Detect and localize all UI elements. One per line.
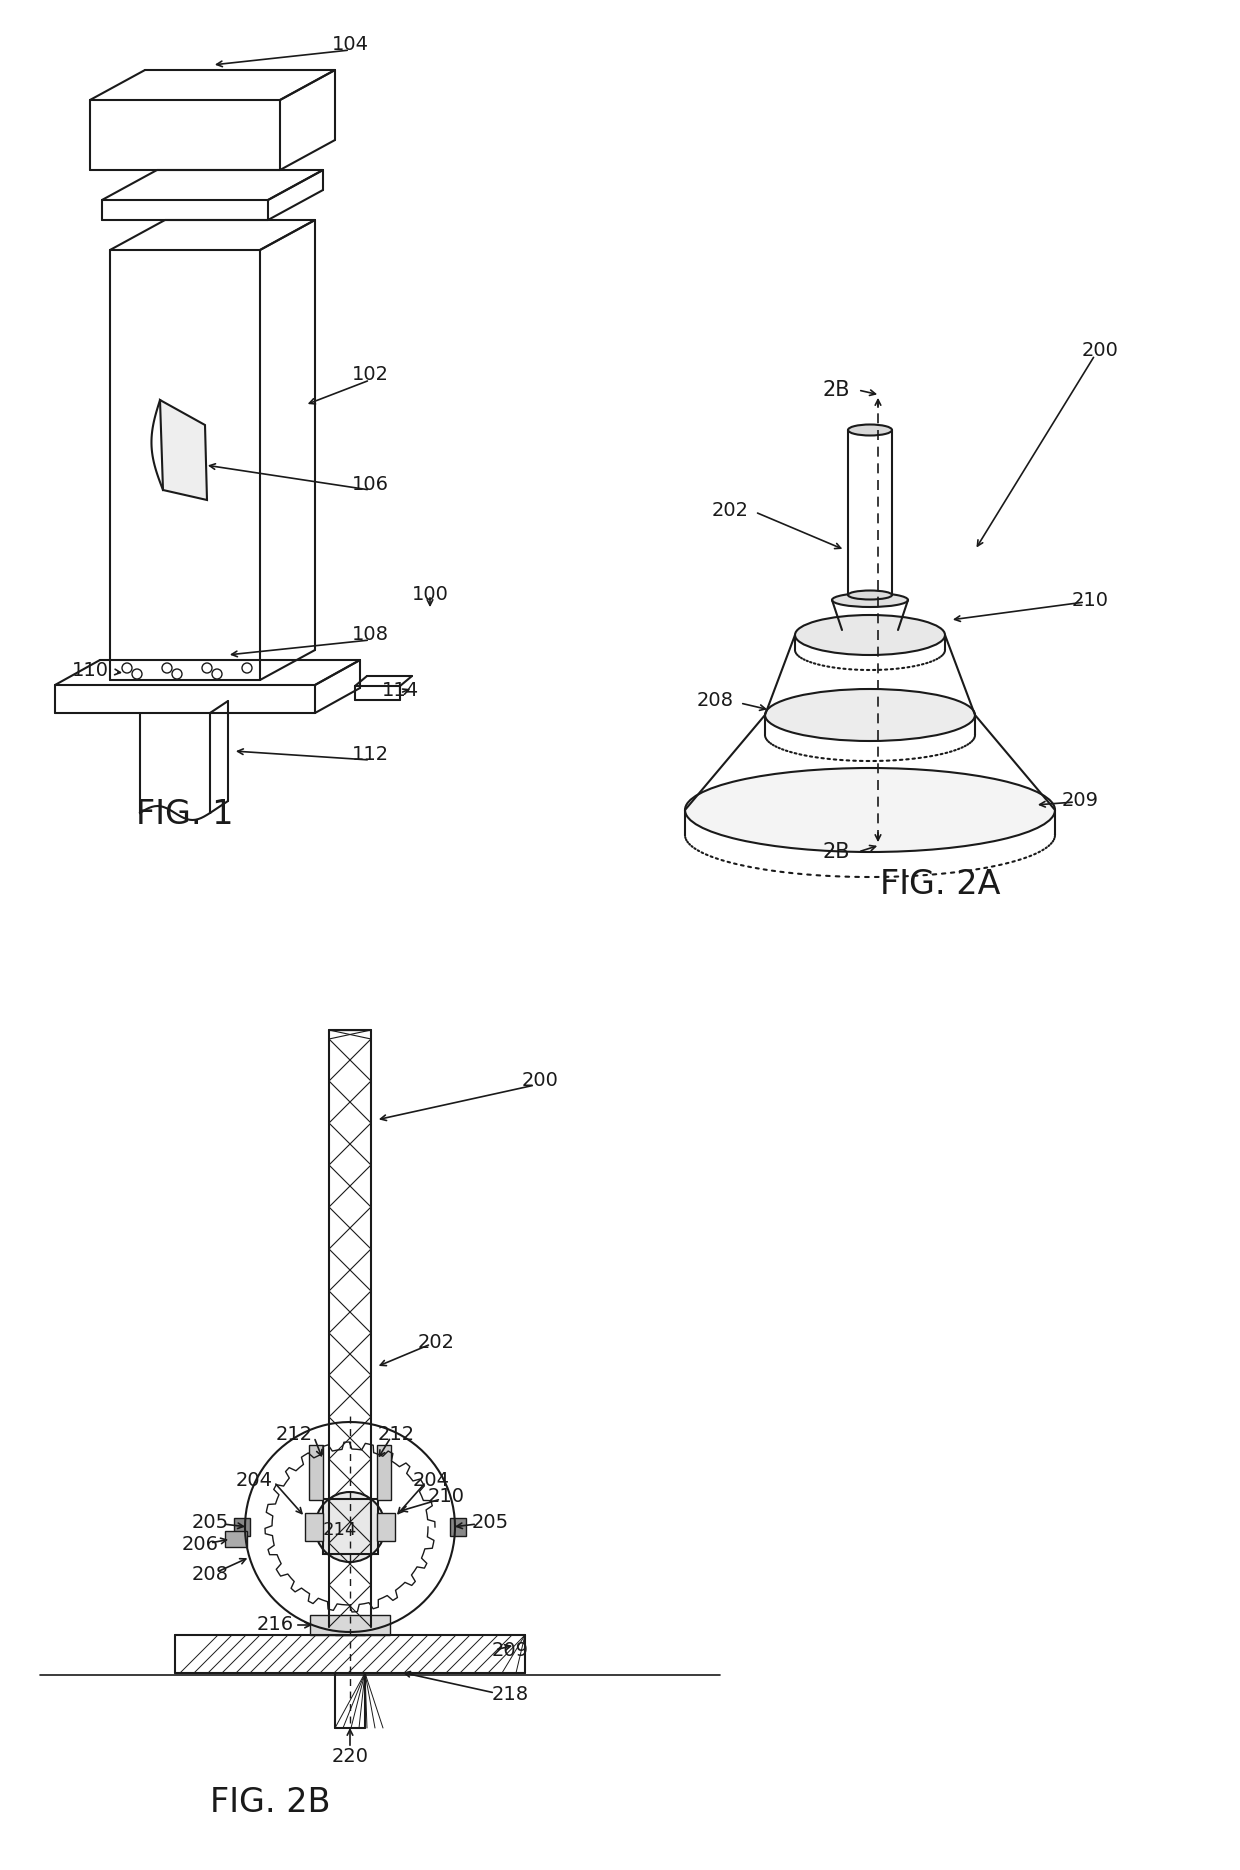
Text: 104: 104 — [331, 36, 368, 54]
Text: 204: 204 — [236, 1470, 273, 1490]
Text: 212: 212 — [377, 1425, 414, 1444]
Text: 216: 216 — [257, 1616, 294, 1634]
Circle shape — [315, 1492, 384, 1561]
Bar — [305, 1513, 322, 1541]
Text: FIG. 2B: FIG. 2B — [210, 1786, 330, 1820]
Bar — [335, 1627, 365, 1634]
Ellipse shape — [848, 424, 892, 436]
Text: 100: 100 — [412, 585, 449, 604]
Text: FIG. 2A: FIG. 2A — [879, 868, 1001, 901]
Text: 202: 202 — [712, 501, 749, 520]
Text: 208: 208 — [697, 690, 734, 709]
Text: 204: 204 — [413, 1470, 449, 1490]
Bar — [310, 1616, 391, 1634]
Polygon shape — [160, 400, 207, 499]
Text: 112: 112 — [351, 746, 388, 765]
Text: 200: 200 — [522, 1070, 558, 1090]
Bar — [450, 1518, 466, 1535]
Bar — [377, 1513, 396, 1541]
Text: 210: 210 — [1071, 591, 1109, 610]
Text: 202: 202 — [418, 1333, 455, 1352]
Text: 102: 102 — [351, 365, 388, 385]
Text: 205: 205 — [191, 1513, 228, 1532]
Text: 206: 206 — [181, 1535, 218, 1554]
Text: 205: 205 — [471, 1513, 508, 1532]
Bar — [322, 1500, 378, 1554]
Text: FIG. 1: FIG. 1 — [136, 798, 234, 832]
Text: 209: 209 — [491, 1640, 528, 1659]
Bar — [309, 1446, 322, 1500]
Bar — [377, 1446, 391, 1500]
Text: 114: 114 — [382, 681, 419, 699]
Ellipse shape — [684, 769, 1055, 853]
Text: 218: 218 — [491, 1685, 528, 1704]
Text: 209: 209 — [1061, 791, 1099, 810]
Text: 110: 110 — [72, 660, 109, 679]
Text: 220: 220 — [331, 1747, 368, 1765]
Ellipse shape — [795, 615, 945, 654]
Text: 108: 108 — [351, 625, 388, 645]
Text: 210: 210 — [428, 1487, 465, 1507]
Ellipse shape — [848, 591, 892, 600]
Text: 208: 208 — [191, 1565, 228, 1584]
Ellipse shape — [832, 593, 908, 608]
Text: 200: 200 — [1081, 340, 1118, 359]
Bar — [224, 1532, 247, 1546]
Bar — [234, 1518, 250, 1535]
Text: 214: 214 — [322, 1520, 357, 1539]
Text: 106: 106 — [351, 475, 388, 494]
Text: 2B: 2B — [822, 380, 849, 400]
Ellipse shape — [765, 688, 975, 741]
Text: 2B: 2B — [822, 842, 849, 862]
Text: 212: 212 — [275, 1425, 312, 1444]
